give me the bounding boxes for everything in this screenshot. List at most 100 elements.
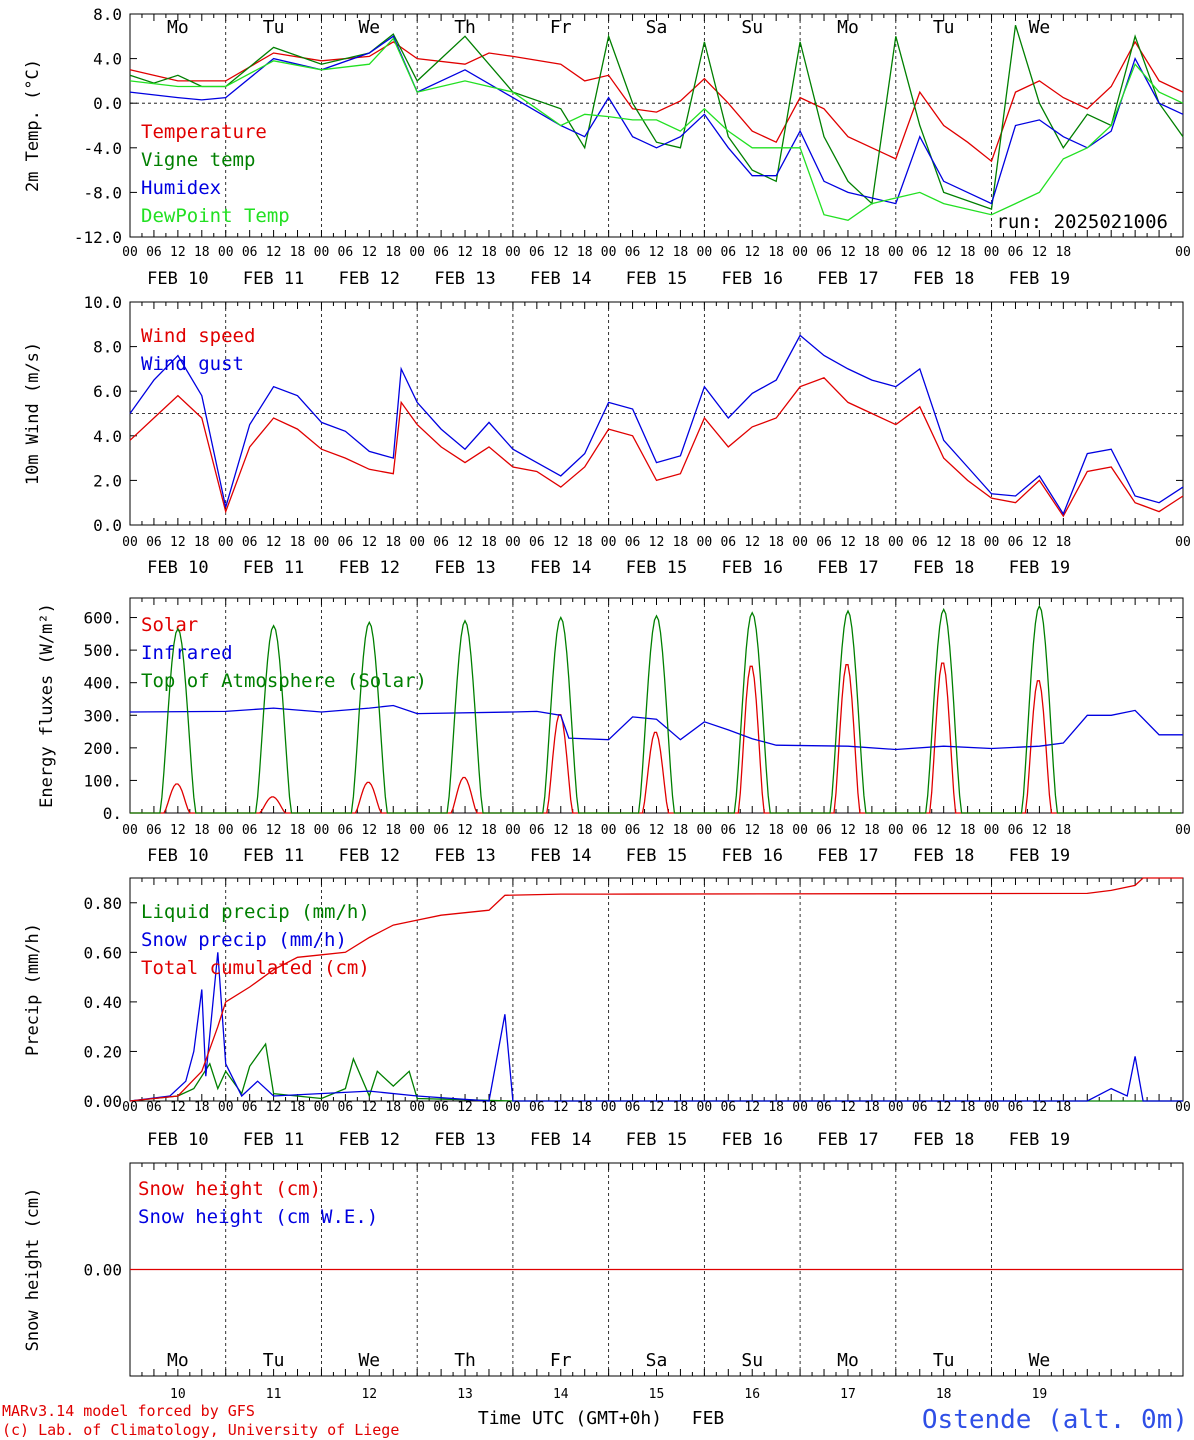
y-tick-label: 0.0 xyxy=(93,516,122,535)
hour-label: 12 xyxy=(649,245,665,260)
hour-label: 12 xyxy=(744,1100,760,1115)
hour-label: 06 xyxy=(912,823,928,838)
y-tick-label: 300. xyxy=(83,706,122,725)
series-line-vigne-temp xyxy=(129,25,1184,210)
weekday-label: Tu xyxy=(263,17,285,38)
hour-label: 18 xyxy=(768,245,784,260)
hour-label: 06 xyxy=(433,245,449,260)
panel-wind: 10.0 8.0 6.0 4.0 2.0 0.0 10m Wind (m/s) Wind sp… xyxy=(23,293,1191,578)
hour-label: 00 xyxy=(984,1100,1000,1115)
panel-temperature: 8.0 4.0 0.0 -4.0 -8.0 -12.0 2m Temp. (°C) Tempe… xyxy=(23,5,1191,289)
weekday-label: Mo xyxy=(167,1350,189,1371)
y-tick-label: 0.00 xyxy=(83,1092,122,1111)
hour-label: 18 xyxy=(290,245,306,260)
date-label: FEB 16 xyxy=(722,269,783,289)
hour-label: 06 xyxy=(816,245,832,260)
legend-entry: Snow height (cm) xyxy=(138,1178,321,1200)
y-tick-label: 4.0 xyxy=(93,50,122,69)
y-tick-label: 8.0 xyxy=(93,5,122,24)
date-label: FEB 17 xyxy=(817,558,878,578)
hour-label: 00 xyxy=(601,535,617,550)
hour-label: 06 xyxy=(1008,823,1024,838)
day-number: 17 xyxy=(840,1387,856,1402)
date-label: FEB 14 xyxy=(530,269,591,289)
hour-label: 00 xyxy=(792,823,808,838)
hour-label: 12 xyxy=(1032,245,1048,260)
date-label: FEB 12 xyxy=(339,269,400,289)
series-line-total-cumulated-cm xyxy=(129,877,1183,1102)
hour-label: 00 xyxy=(888,535,904,550)
hour-label: 00 xyxy=(314,1100,330,1115)
hour-label: 12 xyxy=(840,823,856,838)
hour-label: 12 xyxy=(170,245,186,260)
hour-label: 12 xyxy=(553,535,569,550)
date-label: FEB 11 xyxy=(243,558,304,578)
legend-entry: Temperature xyxy=(141,121,267,143)
hour-label: 18 xyxy=(194,245,210,260)
weekday-label: Su xyxy=(741,17,763,38)
hour-label: 00 xyxy=(409,535,425,550)
date-label: FEB 14 xyxy=(530,846,591,866)
y-tick-label: 100. xyxy=(83,771,122,790)
hour-label: 00 xyxy=(218,535,234,550)
hour-label: 18 xyxy=(673,245,689,260)
hour-label: 06 xyxy=(529,823,545,838)
hour-label: 00 xyxy=(1175,535,1191,550)
y-tick-label: -12.0 xyxy=(74,228,122,247)
hour-label: 18 xyxy=(194,535,210,550)
hour-label: 06 xyxy=(816,1100,832,1115)
panel-snow: 0.00 Snow height (cm) Snow height (cm) Snow… xyxy=(23,1162,1184,1377)
weekday-label: Mo xyxy=(167,17,189,38)
hour-label: 18 xyxy=(290,1100,306,1115)
hour-label: 12 xyxy=(649,823,665,838)
legend-entry: Liquid precip (mm/h) xyxy=(141,901,370,923)
hour-label: 06 xyxy=(720,245,736,260)
hour-label: 00 xyxy=(984,245,1000,260)
hour-label: 12 xyxy=(1032,535,1048,550)
date-label: FEB 10 xyxy=(147,558,208,578)
hour-label: 00 xyxy=(505,1100,521,1115)
plot-frame xyxy=(129,13,1184,238)
hour-label: 00 xyxy=(122,1100,138,1115)
hour-label: 06 xyxy=(912,535,928,550)
hour-label: 00 xyxy=(792,245,808,260)
series-line-humidex xyxy=(129,35,1184,205)
weekday-label: Tu xyxy=(933,1350,955,1371)
weekday-label: Mo xyxy=(837,17,859,38)
date-label: FEB 18 xyxy=(913,1130,974,1150)
legend-entry: Wind gust xyxy=(141,353,244,375)
hour-label: 00 xyxy=(697,245,713,260)
y-tick-label: 600. xyxy=(83,609,122,628)
hour-label: 00 xyxy=(218,1100,234,1115)
hour-label: 00 xyxy=(888,1100,904,1115)
y-axis-title: Precip (mm/h) xyxy=(23,923,43,1056)
hour-label: 18 xyxy=(385,535,401,550)
y-axis-title: 2m Temp. (°C) xyxy=(23,59,43,192)
date-label: FEB 10 xyxy=(147,846,208,866)
hour-label: 00 xyxy=(888,823,904,838)
hour-label: 00 xyxy=(601,1100,617,1115)
y-tick-label: 8.0 xyxy=(93,338,122,357)
hour-label: 18 xyxy=(481,535,497,550)
hour-label: 12 xyxy=(553,823,569,838)
legend-entry: Wind speed xyxy=(141,325,255,347)
hour-label: 12 xyxy=(936,1100,952,1115)
hour-label: 12 xyxy=(170,1100,186,1115)
hour-label: 06 xyxy=(625,535,641,550)
hour-label: 18 xyxy=(481,245,497,260)
hour-label: 12 xyxy=(361,1100,377,1115)
legend-entry: Infrared xyxy=(141,642,233,664)
panel-energy: 600. 500. 400. 300. 200. 100. 0. Energy fluxes … xyxy=(37,597,1191,866)
run-label: run: 2025021006 xyxy=(996,211,1168,233)
date-label: FEB 11 xyxy=(243,846,304,866)
hour-label: 00 xyxy=(409,823,425,838)
hour-label: 00 xyxy=(792,535,808,550)
day-number: 11 xyxy=(266,1387,282,1402)
hour-label: 06 xyxy=(625,1100,641,1115)
weekday-label: Su xyxy=(741,1350,763,1371)
hour-label: 18 xyxy=(290,823,306,838)
weekday-label: Mo xyxy=(837,1350,859,1371)
date-label: FEB 19 xyxy=(1009,846,1070,866)
hour-label: 18 xyxy=(960,535,976,550)
legend-entry: Total cumulated (cm) xyxy=(141,957,370,979)
